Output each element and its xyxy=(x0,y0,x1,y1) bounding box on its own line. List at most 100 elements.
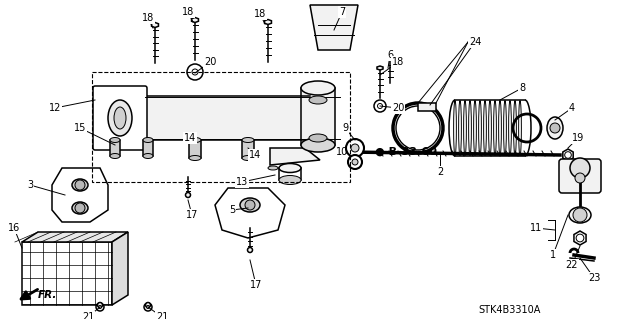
Ellipse shape xyxy=(518,100,522,155)
Circle shape xyxy=(245,200,255,210)
Ellipse shape xyxy=(72,202,88,214)
Text: 21: 21 xyxy=(156,312,168,319)
Bar xyxy=(118,96,310,140)
Circle shape xyxy=(576,234,584,242)
Ellipse shape xyxy=(504,100,506,155)
Text: 1: 1 xyxy=(550,250,556,260)
Text: 24: 24 xyxy=(469,37,481,47)
Text: 18: 18 xyxy=(142,13,154,23)
Ellipse shape xyxy=(240,198,260,212)
Ellipse shape xyxy=(474,100,476,155)
Text: 6: 6 xyxy=(387,50,393,60)
Text: ● B-33-60: ● B-33-60 xyxy=(375,147,437,157)
Text: STK4B3310A: STK4B3310A xyxy=(478,305,540,315)
Ellipse shape xyxy=(468,100,472,155)
Ellipse shape xyxy=(104,96,132,140)
Ellipse shape xyxy=(114,107,126,129)
Polygon shape xyxy=(563,149,573,161)
Text: 5: 5 xyxy=(229,205,235,215)
Circle shape xyxy=(348,155,362,169)
Ellipse shape xyxy=(309,134,327,142)
Ellipse shape xyxy=(547,117,563,139)
Polygon shape xyxy=(152,23,159,27)
Polygon shape xyxy=(270,148,320,165)
Bar xyxy=(92,72,350,182)
Bar xyxy=(418,103,436,111)
Ellipse shape xyxy=(488,100,492,155)
Circle shape xyxy=(575,173,585,183)
Ellipse shape xyxy=(309,96,327,104)
Bar xyxy=(189,140,201,158)
Circle shape xyxy=(96,303,104,311)
Text: 3: 3 xyxy=(27,180,33,190)
Ellipse shape xyxy=(268,166,278,170)
Circle shape xyxy=(570,158,590,178)
Ellipse shape xyxy=(301,138,335,152)
Text: 10: 10 xyxy=(336,147,348,157)
Polygon shape xyxy=(191,18,198,23)
Ellipse shape xyxy=(479,100,481,155)
Ellipse shape xyxy=(143,137,153,143)
Text: 18: 18 xyxy=(182,7,194,17)
Text: 18: 18 xyxy=(254,9,266,19)
Ellipse shape xyxy=(301,81,335,95)
Polygon shape xyxy=(387,53,393,57)
Polygon shape xyxy=(112,232,128,305)
Ellipse shape xyxy=(189,137,201,143)
Text: FR.: FR. xyxy=(38,290,58,300)
Polygon shape xyxy=(215,188,285,238)
Circle shape xyxy=(97,302,102,308)
Circle shape xyxy=(573,208,587,222)
Text: 13: 13 xyxy=(236,177,248,187)
Ellipse shape xyxy=(242,155,254,160)
Circle shape xyxy=(99,306,102,308)
Ellipse shape xyxy=(454,100,456,155)
Ellipse shape xyxy=(72,179,88,191)
Circle shape xyxy=(147,306,150,308)
Ellipse shape xyxy=(509,100,511,155)
Text: 2: 2 xyxy=(437,167,443,177)
FancyBboxPatch shape xyxy=(93,86,147,150)
Text: 11: 11 xyxy=(530,223,542,233)
Circle shape xyxy=(144,303,152,311)
Bar xyxy=(301,88,335,145)
Ellipse shape xyxy=(189,155,201,160)
Circle shape xyxy=(75,180,85,190)
Ellipse shape xyxy=(110,153,120,159)
Polygon shape xyxy=(22,232,128,242)
Text: 9: 9 xyxy=(342,123,348,133)
Text: 17: 17 xyxy=(186,210,198,220)
Ellipse shape xyxy=(459,100,461,155)
Ellipse shape xyxy=(569,207,591,223)
Text: 18: 18 xyxy=(392,57,404,67)
Polygon shape xyxy=(52,168,108,222)
Circle shape xyxy=(351,144,359,152)
Text: 7: 7 xyxy=(339,7,345,17)
Circle shape xyxy=(346,139,364,157)
Bar xyxy=(110,140,120,156)
Ellipse shape xyxy=(242,137,254,143)
Text: 16: 16 xyxy=(8,223,20,233)
Ellipse shape xyxy=(108,100,132,136)
Circle shape xyxy=(145,302,150,308)
Text: 8: 8 xyxy=(519,83,525,93)
Bar xyxy=(143,140,153,156)
Text: 15: 15 xyxy=(74,123,86,133)
Ellipse shape xyxy=(463,100,467,155)
Ellipse shape xyxy=(484,100,486,155)
Circle shape xyxy=(550,123,560,133)
Text: 23: 23 xyxy=(588,273,600,283)
Text: 17: 17 xyxy=(250,280,262,290)
Text: 19: 19 xyxy=(572,133,584,143)
Text: 14: 14 xyxy=(249,150,261,160)
Ellipse shape xyxy=(499,100,501,155)
Polygon shape xyxy=(22,242,112,305)
Circle shape xyxy=(192,69,198,75)
Circle shape xyxy=(186,192,191,197)
Circle shape xyxy=(187,64,203,80)
Circle shape xyxy=(564,152,572,158)
Polygon shape xyxy=(310,5,358,50)
Ellipse shape xyxy=(143,153,153,159)
Text: 20: 20 xyxy=(392,103,404,113)
Text: 4: 4 xyxy=(569,103,575,113)
